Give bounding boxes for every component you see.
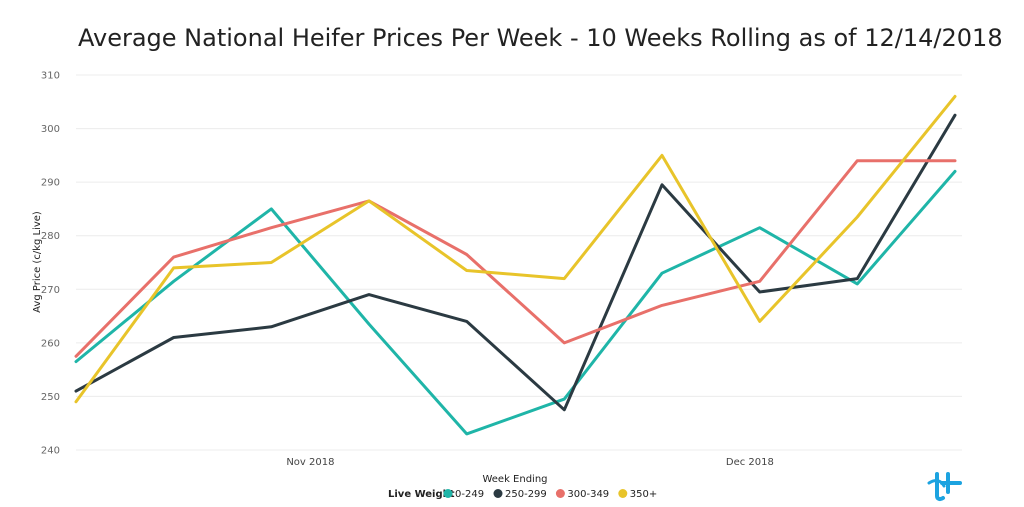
y-tick-label: 270 [41,285,60,296]
x-tick-label: Nov 2018 [286,457,334,468]
y-tick-label: 290 [41,178,60,189]
y-tick-label: 250 [41,392,60,403]
legend-entry-label: 350+ [630,489,657,500]
chart-title: Average National Heifer Prices Per Week … [78,24,1003,52]
legend-entry-label: 300-349 [567,489,609,500]
legend: Live Weight 0-249 250-299 300-349 350+ [388,489,657,500]
x-tick-label: Dec 2018 [726,457,774,468]
y-tick-label: 260 [41,338,60,349]
y-tick-label: 310 [41,71,60,82]
series-layer [74,94,957,436]
grid-layer [76,74,962,451]
legend-entry-label: 0-249 [455,489,484,500]
series-line-0-249 [74,169,957,436]
x-axis-label: Week Ending [482,474,547,485]
y-axis-ticks: 240 250 260 270 280 290 300 310 [41,71,60,457]
legend-marker [493,489,503,498]
series-line-250-299 [74,113,957,412]
y-tick-label: 300 [41,124,60,135]
series-line-300-349 [74,159,957,358]
x-axis-ticks: Nov 2018 Dec 2018 [286,457,774,468]
y-tick-label: 280 [41,231,60,242]
legend-marker [443,489,453,498]
legend-title: Live Weight [388,489,455,500]
series-line-350+ [74,94,957,404]
legend-marker [618,489,628,498]
legend-marker [555,489,565,498]
legend-entry-label: 250-299 [505,489,547,500]
tt-brand-logo-icon [927,472,962,502]
y-axis-label: Avg Price (c/kg Live) [32,211,43,313]
y-tick-label: 240 [41,446,60,457]
